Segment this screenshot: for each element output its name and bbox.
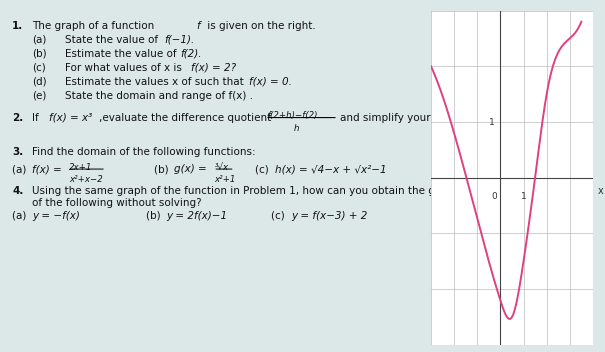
Text: f(2+h)−f(2): f(2+h)−f(2) xyxy=(267,111,318,120)
Text: f: f xyxy=(196,20,200,31)
Text: of the following without solving?: of the following without solving? xyxy=(32,199,202,208)
Text: If: If xyxy=(32,113,42,122)
Text: x: x xyxy=(598,186,603,196)
Text: State the value of: State the value of xyxy=(65,34,161,45)
Text: x²+x−2: x²+x−2 xyxy=(69,175,102,184)
Text: f(2).: f(2). xyxy=(180,49,202,59)
Text: x²+1: x²+1 xyxy=(214,175,236,184)
Text: The graph of a function: The graph of a function xyxy=(32,20,158,31)
Text: (e): (e) xyxy=(32,91,47,101)
Text: y = f(x−3) + 2: y = f(x−3) + 2 xyxy=(292,211,368,221)
Text: 2.: 2. xyxy=(12,113,24,122)
Text: f(−1).: f(−1). xyxy=(165,34,195,45)
Text: Estimate the value of: Estimate the value of xyxy=(65,49,180,59)
Text: 1.: 1. xyxy=(12,20,24,31)
Text: (b): (b) xyxy=(146,211,163,221)
Text: h: h xyxy=(293,124,299,133)
Text: 4.: 4. xyxy=(12,186,24,196)
Text: For what values of x is: For what values of x is xyxy=(65,63,185,73)
Text: 0: 0 xyxy=(491,192,497,201)
Text: (c): (c) xyxy=(32,63,46,73)
Text: ³√x: ³√x xyxy=(214,163,229,172)
Text: Using the same graph of the function in Problem 1, how can you obtain the graphs: Using the same graph of the function in … xyxy=(32,186,465,196)
Text: (c): (c) xyxy=(255,164,272,174)
Text: y = −f(x): y = −f(x) xyxy=(32,211,80,221)
Text: f(x) =: f(x) = xyxy=(32,164,65,174)
Text: State the domain and range of f(x) .: State the domain and range of f(x) . xyxy=(65,91,253,101)
Text: h(x) = √4−x + √x²−1: h(x) = √4−x + √x²−1 xyxy=(275,164,387,174)
Text: ,evaluate the difference quotient: ,evaluate the difference quotient xyxy=(99,113,272,122)
Text: is given on the right.: is given on the right. xyxy=(204,20,316,31)
Text: Estimate the values x of such that: Estimate the values x of such that xyxy=(65,77,247,87)
Text: y = 2f(x)−1: y = 2f(x)−1 xyxy=(166,211,227,221)
Text: (a): (a) xyxy=(12,211,30,221)
Text: (d): (d) xyxy=(32,77,47,87)
Text: 2x+1: 2x+1 xyxy=(69,163,92,172)
Text: Find the domain of the following functions:: Find the domain of the following functio… xyxy=(32,147,256,157)
Text: (a): (a) xyxy=(12,164,30,174)
Text: and simplify your answer.: and simplify your answer. xyxy=(340,113,474,122)
Text: (b): (b) xyxy=(154,164,172,174)
Text: 1: 1 xyxy=(489,118,495,126)
Text: f(x) = 0.: f(x) = 0. xyxy=(249,77,292,87)
Text: 1: 1 xyxy=(521,192,526,201)
Text: f(x) = 2?: f(x) = 2? xyxy=(191,63,236,73)
Text: g(x) =: g(x) = xyxy=(174,164,210,174)
Text: (b): (b) xyxy=(32,49,47,59)
Text: f(x) = x³: f(x) = x³ xyxy=(48,113,92,122)
Text: (c): (c) xyxy=(271,211,288,221)
Text: (a): (a) xyxy=(32,34,47,45)
Text: 3.: 3. xyxy=(12,147,24,157)
